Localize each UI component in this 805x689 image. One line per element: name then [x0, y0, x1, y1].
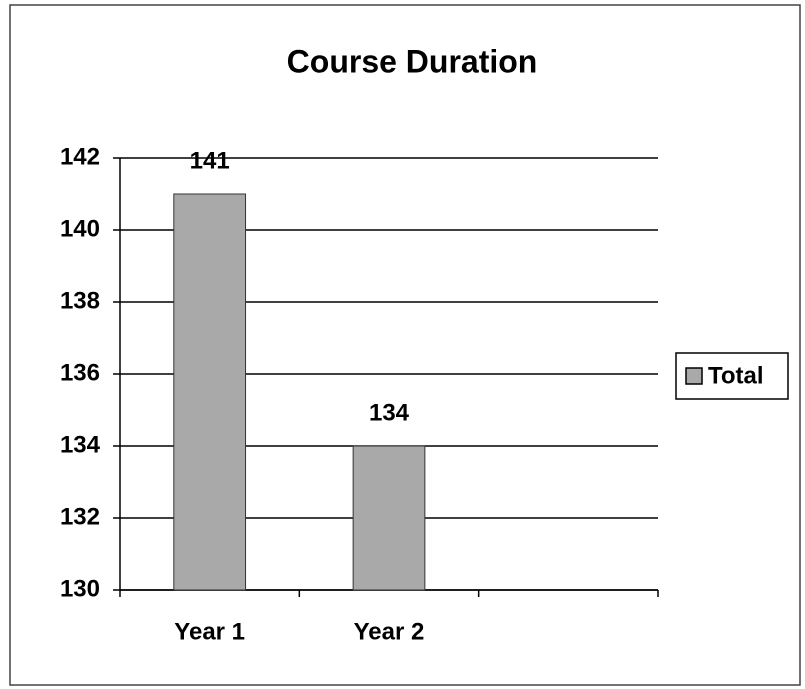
y-tick-label: 132: [60, 503, 100, 530]
y-tick-label: 130: [60, 575, 100, 602]
x-tick-label: Year 1: [174, 618, 245, 645]
data-label: 141: [190, 147, 230, 174]
legend-swatch: [685, 367, 703, 385]
bar: [173, 193, 247, 591]
y-tick-label: 134: [60, 431, 101, 458]
y-tick-label: 140: [60, 215, 100, 242]
bar: [352, 445, 426, 591]
data-label: 134: [369, 399, 410, 426]
legend-label: Total: [708, 362, 764, 389]
y-tick-label: 142: [60, 143, 100, 170]
chart-title: Course Duration: [287, 43, 538, 79]
y-tick-label: 136: [60, 359, 100, 386]
y-tick-label: 138: [60, 287, 100, 314]
x-tick-label: Year 2: [354, 618, 425, 645]
